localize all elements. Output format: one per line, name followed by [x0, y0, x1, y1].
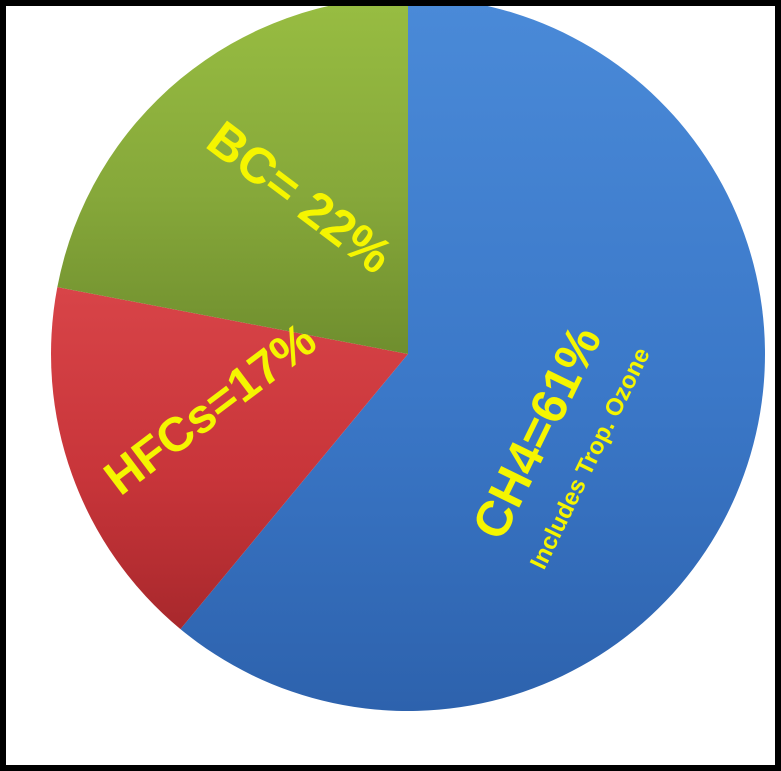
- pie-slice-0: [180, 6, 765, 711]
- slices-layer: [50, 6, 765, 711]
- pie-slice-1: [50, 287, 408, 630]
- pie-slice-2: [57, 6, 408, 354]
- chart-frame: CH4=61% Includes Trop. Ozone HFCs=17% BC= 2…: [6, 6, 775, 765]
